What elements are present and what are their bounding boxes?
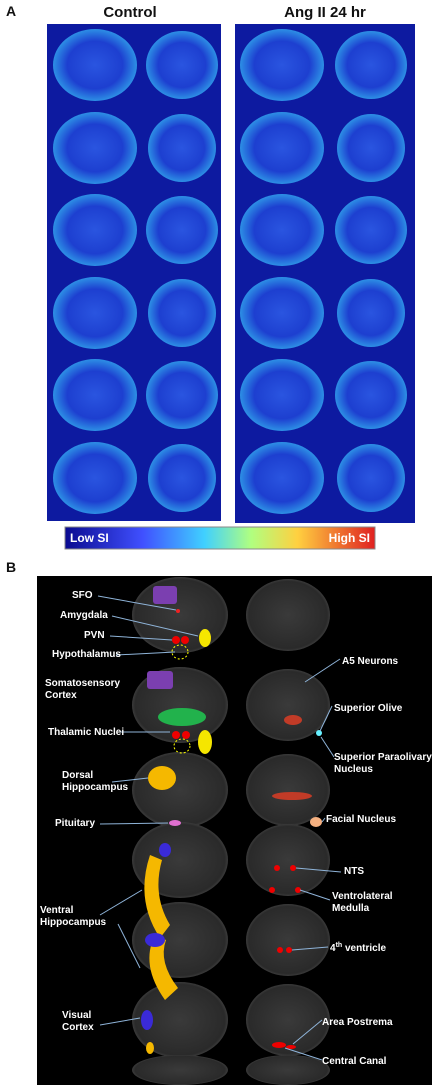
brain-slice: [53, 277, 137, 349]
text: Facial Nucleus: [326, 814, 396, 825]
text: 4: [330, 943, 336, 954]
panel-label: B: [6, 559, 16, 575]
brain-slice: [335, 31, 407, 99]
brain-slice: [240, 112, 324, 184]
brain-slice: [53, 194, 137, 266]
brain-slice: [146, 361, 218, 429]
region-label: Facial Nucleus: [326, 814, 396, 825]
text: Cortex: [45, 690, 77, 701]
brain-slice: [246, 754, 330, 826]
text: Thalamic Nuclei: [48, 727, 124, 738]
image-panel: [37, 576, 432, 1085]
text: Hippocampus: [40, 917, 107, 928]
region-label: NTS: [344, 866, 364, 877]
leader-lines: [97, 595, 342, 1061]
brain-slice: [53, 29, 137, 101]
text: Ventrolateral: [332, 891, 393, 902]
panel-label: A: [6, 3, 16, 19]
text: Superior Paraolivary: [334, 752, 432, 763]
region-label: PVN: [84, 630, 105, 641]
brain-slice: [337, 444, 405, 512]
brain-slice: [335, 196, 407, 264]
brain-slice: [132, 1055, 228, 1085]
region-label: Pituitary: [55, 818, 95, 829]
column-header: Ang II 24 hr: [284, 4, 366, 21]
region-label: Thalamic Nuclei: [48, 727, 124, 738]
brain-slice: [246, 984, 330, 1056]
brain-slice: [132, 752, 228, 828]
text: Dorsal: [62, 770, 93, 781]
brain-slice: [53, 112, 137, 184]
text: SFO: [72, 590, 93, 601]
brain-slice: [148, 444, 216, 512]
brain-slice: [148, 279, 216, 347]
brain-slice: [132, 982, 228, 1058]
brain-slice: [240, 194, 324, 266]
brain-slice: [148, 114, 216, 182]
text: Superior Olive: [334, 703, 403, 714]
brain-slice: [53, 442, 137, 514]
text: ventricle: [342, 943, 386, 954]
text: Ventral: [40, 905, 74, 916]
text: Nucleus: [334, 764, 373, 775]
region-label: A5 Neurons: [342, 656, 399, 667]
region-label: Superior Olive: [334, 703, 403, 714]
brain-slice: [246, 1055, 330, 1085]
text: Area Postrema: [322, 1017, 393, 1028]
colorbar-low: Low SI: [70, 531, 109, 545]
brain-slice: [240, 29, 324, 101]
text: Hypothalamus: [52, 649, 121, 660]
region-label: Area Postrema: [322, 1017, 393, 1028]
region-label: Ventral Hippocampus: [40, 905, 107, 928]
brain-slice: [246, 669, 330, 741]
region-label: 4th ventricle: [330, 942, 387, 954]
brain-slice: [246, 824, 330, 896]
text: th: [336, 942, 343, 949]
column-header: Control: [103, 4, 156, 21]
region-label: SFO: [72, 590, 93, 601]
brain-slice: [240, 277, 324, 349]
colorbar: [64, 526, 376, 550]
region-label: Hypothalamus: [52, 649, 121, 660]
region-label: Dorsal Hippocampus: [62, 770, 129, 793]
text: A5 Neurons: [342, 656, 399, 667]
text: Hippocampus: [62, 782, 129, 793]
brain-images: [53, 29, 407, 514]
brain-slice: [337, 114, 405, 182]
brain-slice: [146, 31, 218, 99]
image-panel: [47, 24, 221, 521]
text: Cortex: [62, 1022, 94, 1033]
text: Somatosensory: [45, 678, 120, 689]
text: NTS: [344, 866, 364, 877]
brain-slice: [335, 361, 407, 429]
brain-slice: [246, 579, 330, 651]
region-label: Ventrolateral Medulla: [332, 891, 393, 914]
brain-slice: [132, 577, 228, 653]
brain-slice: [240, 442, 324, 514]
text: PVN: [84, 630, 105, 641]
text: Visual: [62, 1010, 91, 1021]
brain-slice: [246, 904, 330, 976]
region-label: Visual Cortex: [62, 1010, 94, 1033]
brain-slice: [53, 359, 137, 431]
region-label: Superior Paraolivary Nucleus: [334, 752, 432, 775]
image-panel: [235, 24, 415, 523]
region-label: Central Canal: [322, 1056, 387, 1067]
text: Amygdala: [60, 610, 108, 621]
text: Medulla: [332, 903, 370, 914]
text: Central Canal: [322, 1056, 387, 1067]
brain-slice: [240, 359, 324, 431]
regions: [141, 586, 322, 1054]
text: Pituitary: [55, 818, 95, 829]
region-label: Somatosensory Cortex: [45, 678, 120, 701]
colorbar-high: High SI: [329, 531, 370, 545]
brain-slice: [337, 279, 405, 347]
region-label: Amygdala: [60, 610, 108, 621]
brain-slice: [146, 196, 218, 264]
